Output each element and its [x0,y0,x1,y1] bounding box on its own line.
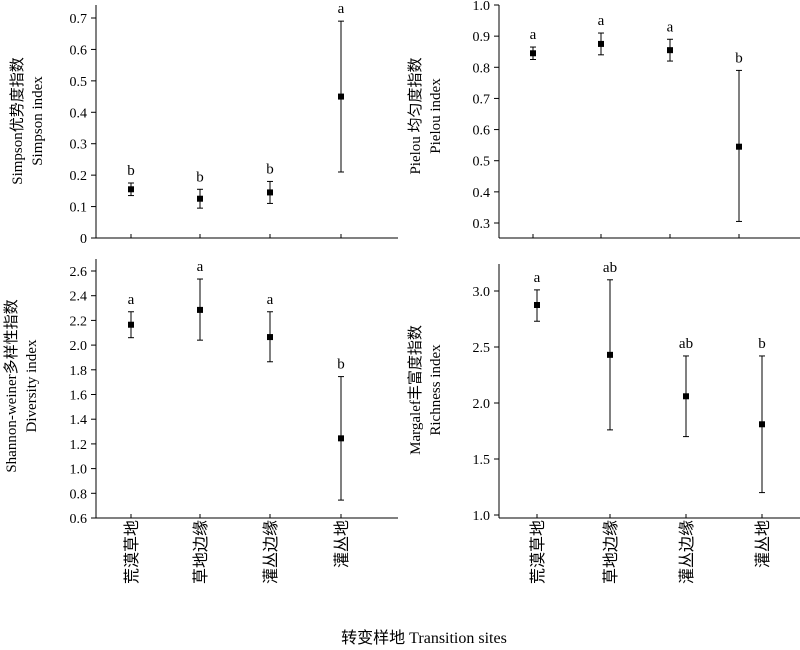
shannon-ytick-label: 1.8 [70,364,88,379]
shannon-marks: a a a b [128,259,345,518]
pielou-ytick-label: 0.9 [473,30,491,45]
margalef-panel: Margalef丰富度指数 Richness index 1.0 1.5 2.0 2.… [406,260,800,584]
margalef-ytick-label: 2.5 [473,341,491,356]
simpson-ytick-label: 0.6 [70,43,88,58]
margalef-sig-label: a [534,270,541,286]
shannon-sig-label: a [267,292,274,308]
simpson-mean-point [267,189,273,196]
shannon-sig-label: b [337,357,345,373]
margalef-ytick-label: 1.0 [473,509,491,524]
simpson-marks: b b b a [127,1,345,238]
pielou-sig-label: a [667,19,674,35]
margalef-ytick-label: 3.0 [473,285,491,300]
margalef-mean-point [534,302,540,308]
pielou-ytick-label: 1.0 [473,0,491,14]
simpson-ylabel-cn: Simpson优势度指数 [9,57,26,185]
margalef-marks: a ab ab b [534,260,766,518]
pielou-ytick-label: 0.7 [473,92,491,107]
shannon-ylabel-en: Diversity index [24,339,40,432]
margalef-xtick-label: 荒漠草地 [529,520,547,584]
shannon-xtick-label: 荒漠草地 [123,520,141,584]
margalef-ylabel-en: Richness index [428,344,444,436]
pielou-sig-label: b [735,50,743,66]
margalef-sig-label: ab [603,260,617,276]
simpson-sig-label: b [196,169,204,185]
simpson-sig-label: b [266,161,274,177]
shannon-xticks: 荒漠草地 草地边缘 灌丛边缘 灌丛地 [123,520,351,584]
shannon-ytick-label: 1.4 [70,413,88,428]
shannon-xtick-label: 草地边缘 [192,520,210,584]
pielou-ytick-label: 0.6 [473,124,491,139]
margalef-mean-point [607,351,613,358]
pielou-yticks: 0.3 0.4 0.5 0.6 0.7 0.8 0.9 1.0 [473,0,499,232]
shannon-mean-point [338,435,344,442]
shannon-ytick-label: 1.0 [70,463,88,478]
simpson-panel: Simpson优势度指数 Simpson index 0 0.1 0.2 0.3 0.4… [9,1,398,247]
pielou-sig-label: a [530,27,537,43]
pielou-panel: Pielou 均匀度指数 Pielou index 0.30.40.50.60.… [407,0,800,239]
shannon-mean-point [128,321,134,328]
simpson-ytick-label: 0.4 [70,106,88,121]
simpson-mean-point [197,195,203,202]
margalef-sig-label: ab [679,336,693,352]
simpson-ytick-label: 0.2 [70,169,88,184]
pielou-mean-point [736,143,742,150]
shannon-mean-point [197,306,203,313]
simpson-mean-point [338,93,344,100]
simpson-ylabel-en: Simpson index [30,76,46,166]
shannon-ytick-label: 2.6 [70,265,88,280]
margalef-xtick-label: 灌丛地 [754,520,772,568]
shannon-ytick-label: 0.6 [70,512,88,527]
simpson-sig-label: b [127,163,135,179]
shannon-xtick-label: 灌丛边缘 [262,520,280,584]
shannon-sig-label: a [197,259,204,275]
shannon-ytick-label: 0.8 [70,487,88,502]
shannon-ytick-label: 2.2 [70,314,88,329]
pielou-ytick-label: 0.8 [473,61,491,76]
shannon-sig-label: a [128,292,135,308]
simpson-ytick-label: 0.7 [70,12,88,27]
pielou-ytick-label: 0.3 [473,217,491,232]
pielou-mean-point [530,50,536,57]
margalef-xticks: 荒漠草地 草地边缘 灌丛边缘 灌丛地 [529,520,772,584]
simpson-mean-point [128,186,134,193]
shannon-ytick-label: 2.4 [70,290,88,305]
shannon-panel: Shannon-weiner多样性指数 Diversity index 0.60… [3,259,398,584]
simpson-ytick-label: 0 [80,232,87,247]
pielou-mean-point [667,47,673,54]
margalef-xtick-label: 草地边缘 [602,520,620,584]
pielou-sig-label: a [598,13,605,29]
margalef-yticks: 1.0 1.5 2.0 2.5 3.0 [473,285,499,524]
shannon-mean-point [267,334,273,341]
pielou-ytick-label: 0.5 [473,155,491,170]
pielou-mean-point [598,40,604,47]
margalef-mean-point [759,421,765,428]
shannon-yticks: 0.6 0.8 1.0 1.2 1.4 1.6 1.8 2.0 2.2 2.4 2.6 [70,265,96,527]
margalef-ylabel-cn: Margalef丰富度指数 [406,325,424,455]
shannon-ytick-label: 1.2 [70,438,88,453]
shannon-ytick-label: 1.6 [70,389,88,404]
shannon-ytick-label: 2.0 [70,339,88,354]
simpson-ytick-label: 0.3 [70,138,88,153]
margalef-ytick-label: 2.0 [473,397,491,412]
simpson-ytick-label: 0.5 [70,75,88,90]
simpson-yticks: 0 0.1 0.2 0.3 0.4 0.5 0.6 0.7 [70,12,96,247]
simpson-ytick-label: 0.1 [70,201,88,216]
shannon-ylabel-cn: Shannon-weiner多样性指数 [3,299,20,472]
margalef-xtick-label: 灌丛边缘 [678,520,696,584]
shannon-xtick-label: 灌丛地 [333,520,351,568]
pielou-ylabel-cn: Pielou 均匀度指数 [407,57,424,174]
pielou-marks: a a a b [530,13,743,238]
simpson-sig-label: a [338,1,345,17]
pielou-ylabel-en: Pielou index [428,78,444,154]
pielou-ytick-label: 0.4 [473,186,491,201]
margalef-mean-point [683,393,689,400]
margalef-sig-label: b [758,336,766,352]
x-axis-title: 转变样地 Transition sites [341,629,507,647]
margalef-ytick-label: 1.5 [473,453,491,468]
